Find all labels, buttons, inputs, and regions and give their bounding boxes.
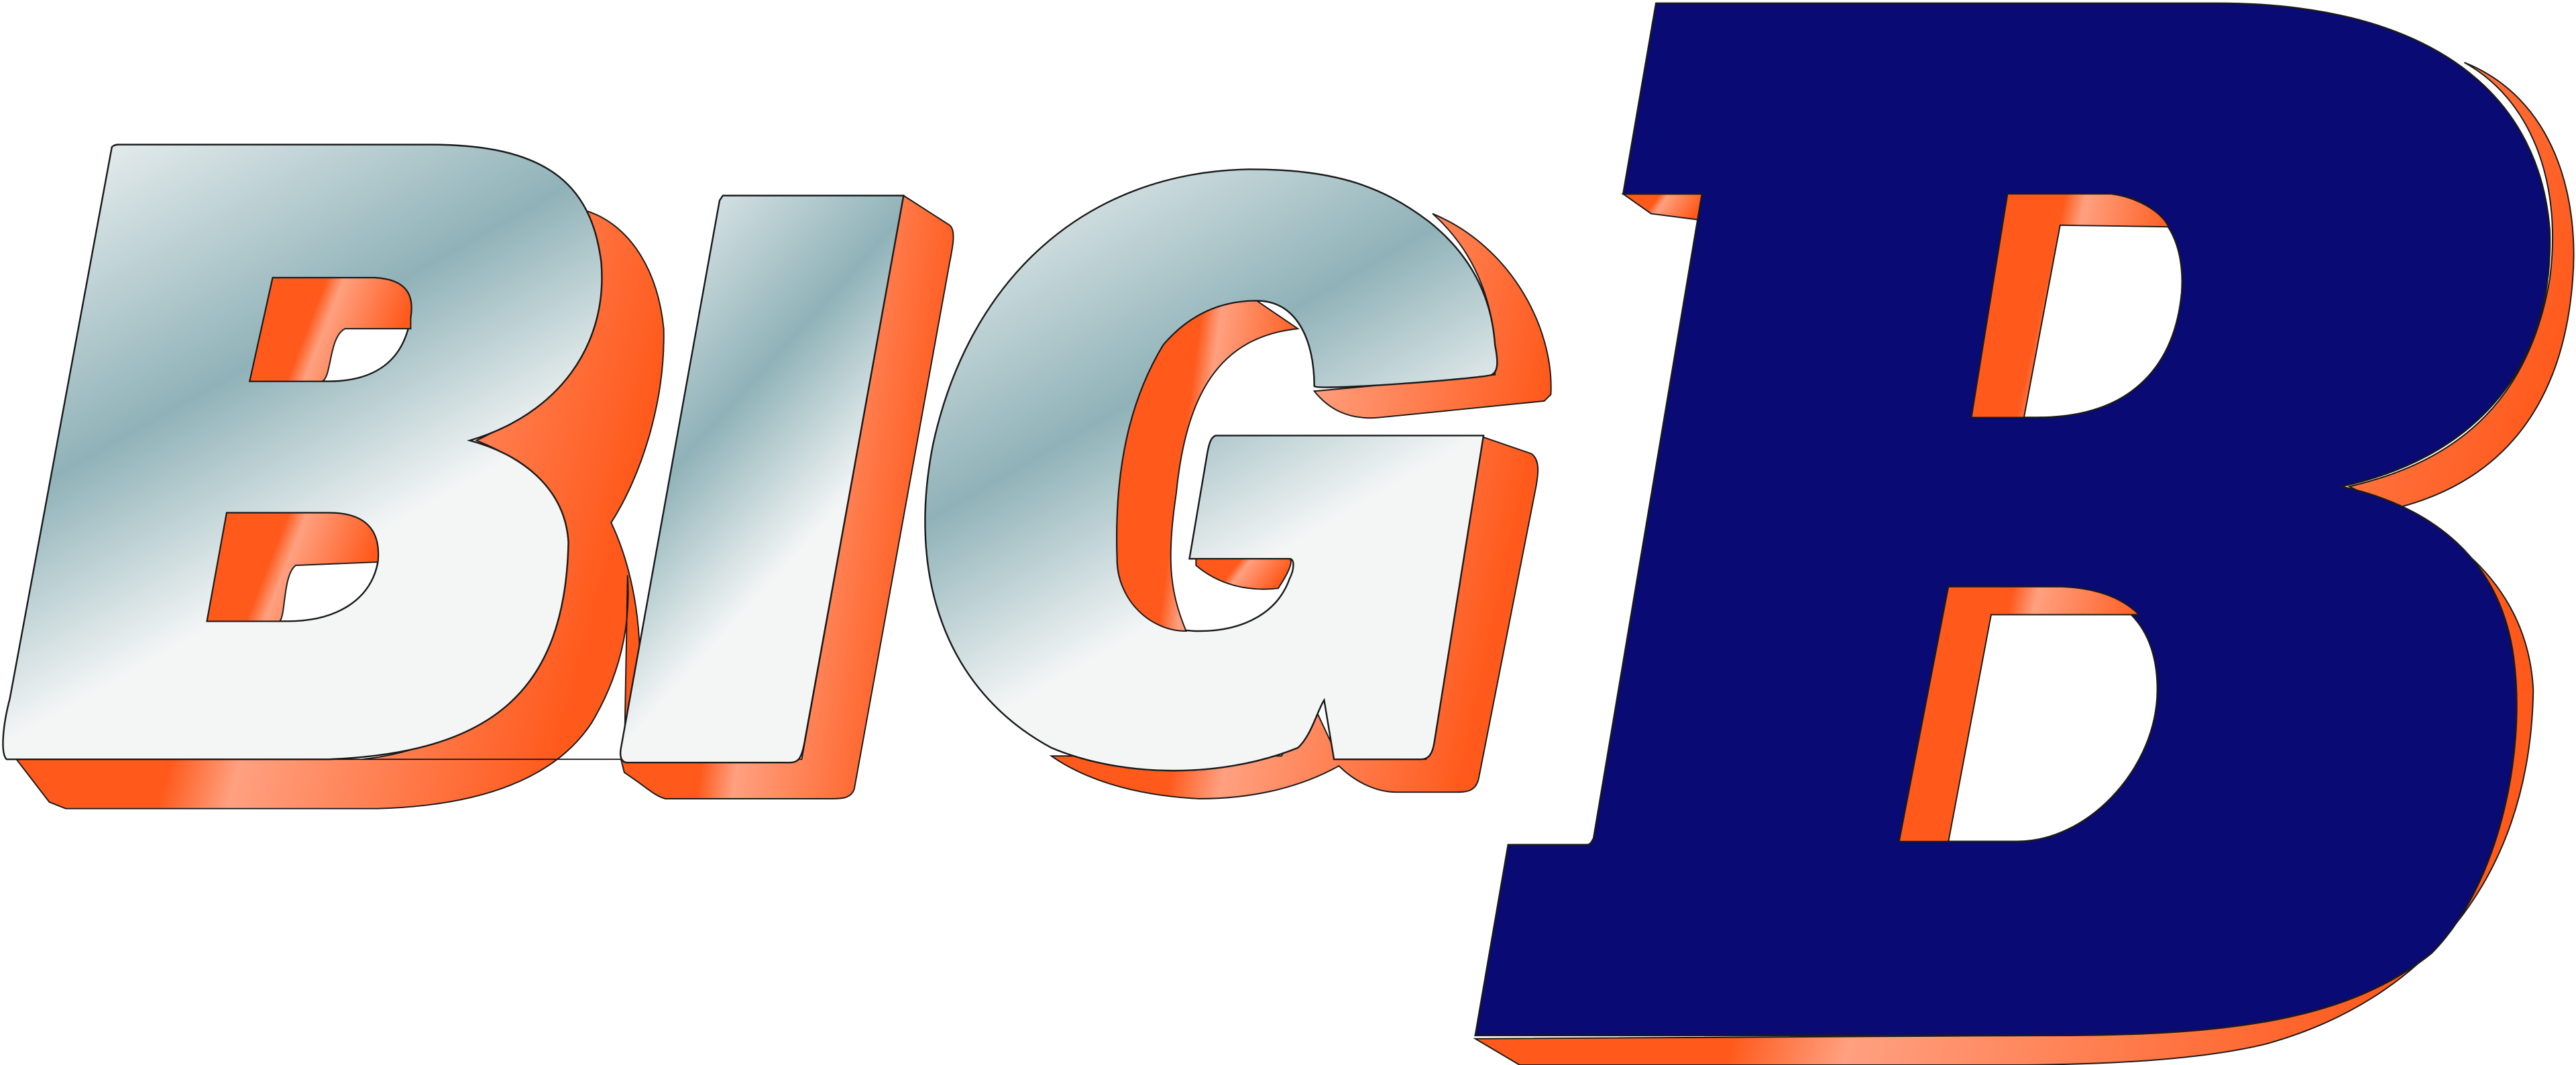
letter-b-small [2,144,665,809]
letter-b-large [1473,2,2575,1065]
letter-i [619,194,954,799]
letter-g [924,168,1552,799]
